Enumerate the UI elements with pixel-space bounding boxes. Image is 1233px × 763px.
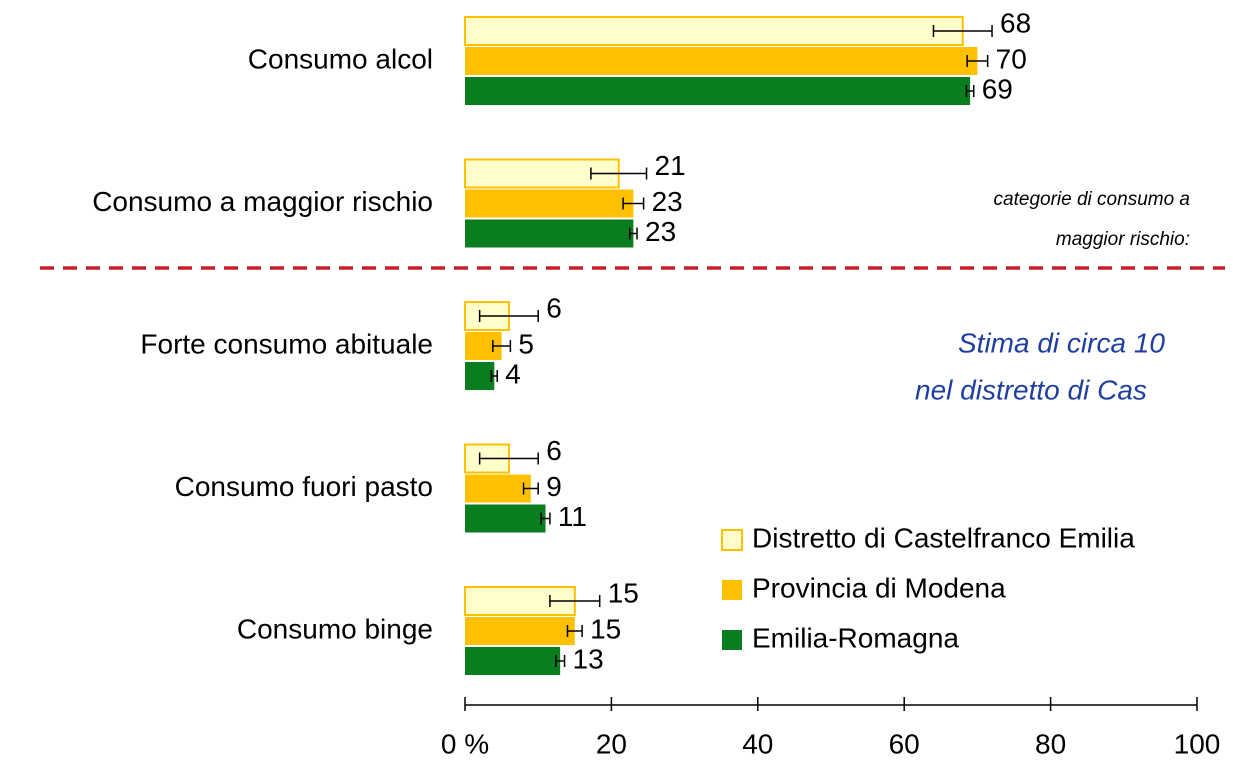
error-bar xyxy=(549,595,601,607)
bar xyxy=(465,77,971,105)
error-bar xyxy=(965,85,975,97)
x-tick-label: 80 xyxy=(1035,728,1066,759)
data-label: 70 xyxy=(996,43,1027,74)
error-bar xyxy=(540,512,551,525)
x-tick-label: 0 % xyxy=(441,728,489,759)
data-label: 5 xyxy=(518,328,534,359)
bar xyxy=(465,474,531,503)
error-bar xyxy=(478,452,539,465)
legend-label: Provincia di Modena xyxy=(752,572,1006,603)
data-label: 9 xyxy=(546,471,562,502)
y-tick-label: Consumo a maggior rischio xyxy=(92,186,433,217)
error-bar xyxy=(478,310,539,322)
error-bar xyxy=(932,25,993,37)
error-bar xyxy=(555,655,566,667)
data-label: 4 xyxy=(505,358,521,389)
data-label: 23 xyxy=(652,186,683,217)
error-bar xyxy=(492,340,512,352)
error-bar xyxy=(590,167,648,180)
legend-label: Emilia-Romagna xyxy=(752,622,959,653)
bar xyxy=(465,362,495,390)
y-tick-label: Forte consumo abituale xyxy=(140,328,433,359)
data-label: 11 xyxy=(558,501,587,532)
bar xyxy=(465,647,561,675)
error-bar xyxy=(566,625,583,637)
legend-label: Distretto di Castelfranco Emilia xyxy=(752,522,1135,553)
data-label: 15 xyxy=(590,613,621,644)
data-label: 15 xyxy=(608,577,639,608)
annotation: maggior rischio: xyxy=(1056,229,1190,250)
data-label: 6 xyxy=(546,292,562,323)
bar xyxy=(465,189,634,218)
error-bar xyxy=(966,55,989,67)
error-bar xyxy=(622,197,645,210)
legend-swatch xyxy=(722,630,742,650)
data-label: 6 xyxy=(546,435,562,466)
x-tick-label: 40 xyxy=(742,728,773,759)
data-label: 68 xyxy=(1000,7,1031,38)
legend-swatch xyxy=(722,580,742,600)
y-tick-label: Consumo binge xyxy=(237,613,433,644)
bar xyxy=(465,47,978,75)
annotation: nel distretto di Cas xyxy=(915,374,1147,405)
bar xyxy=(465,617,575,645)
bar xyxy=(464,16,964,46)
legend-swatch xyxy=(721,529,743,551)
error-bar xyxy=(490,370,498,382)
annotation: categorie di consumo a xyxy=(994,189,1190,210)
error-bar xyxy=(522,482,539,495)
bar xyxy=(465,504,546,533)
x-tick-label: 100 xyxy=(1174,728,1221,759)
bar xyxy=(465,219,634,248)
data-label: 13 xyxy=(573,643,604,674)
data-label: 69 xyxy=(982,73,1013,104)
y-tick-label: Consumo alcol xyxy=(248,43,433,74)
annotation: Stima di circa 10 xyxy=(958,327,1165,358)
x-tick-label: 60 xyxy=(889,728,920,759)
y-tick-label: Consumo fuori pasto xyxy=(175,471,433,502)
x-tick-label: 20 xyxy=(596,728,627,759)
error-bar xyxy=(628,227,638,240)
data-label: 21 xyxy=(655,150,686,181)
data-label: 23 xyxy=(645,216,676,247)
